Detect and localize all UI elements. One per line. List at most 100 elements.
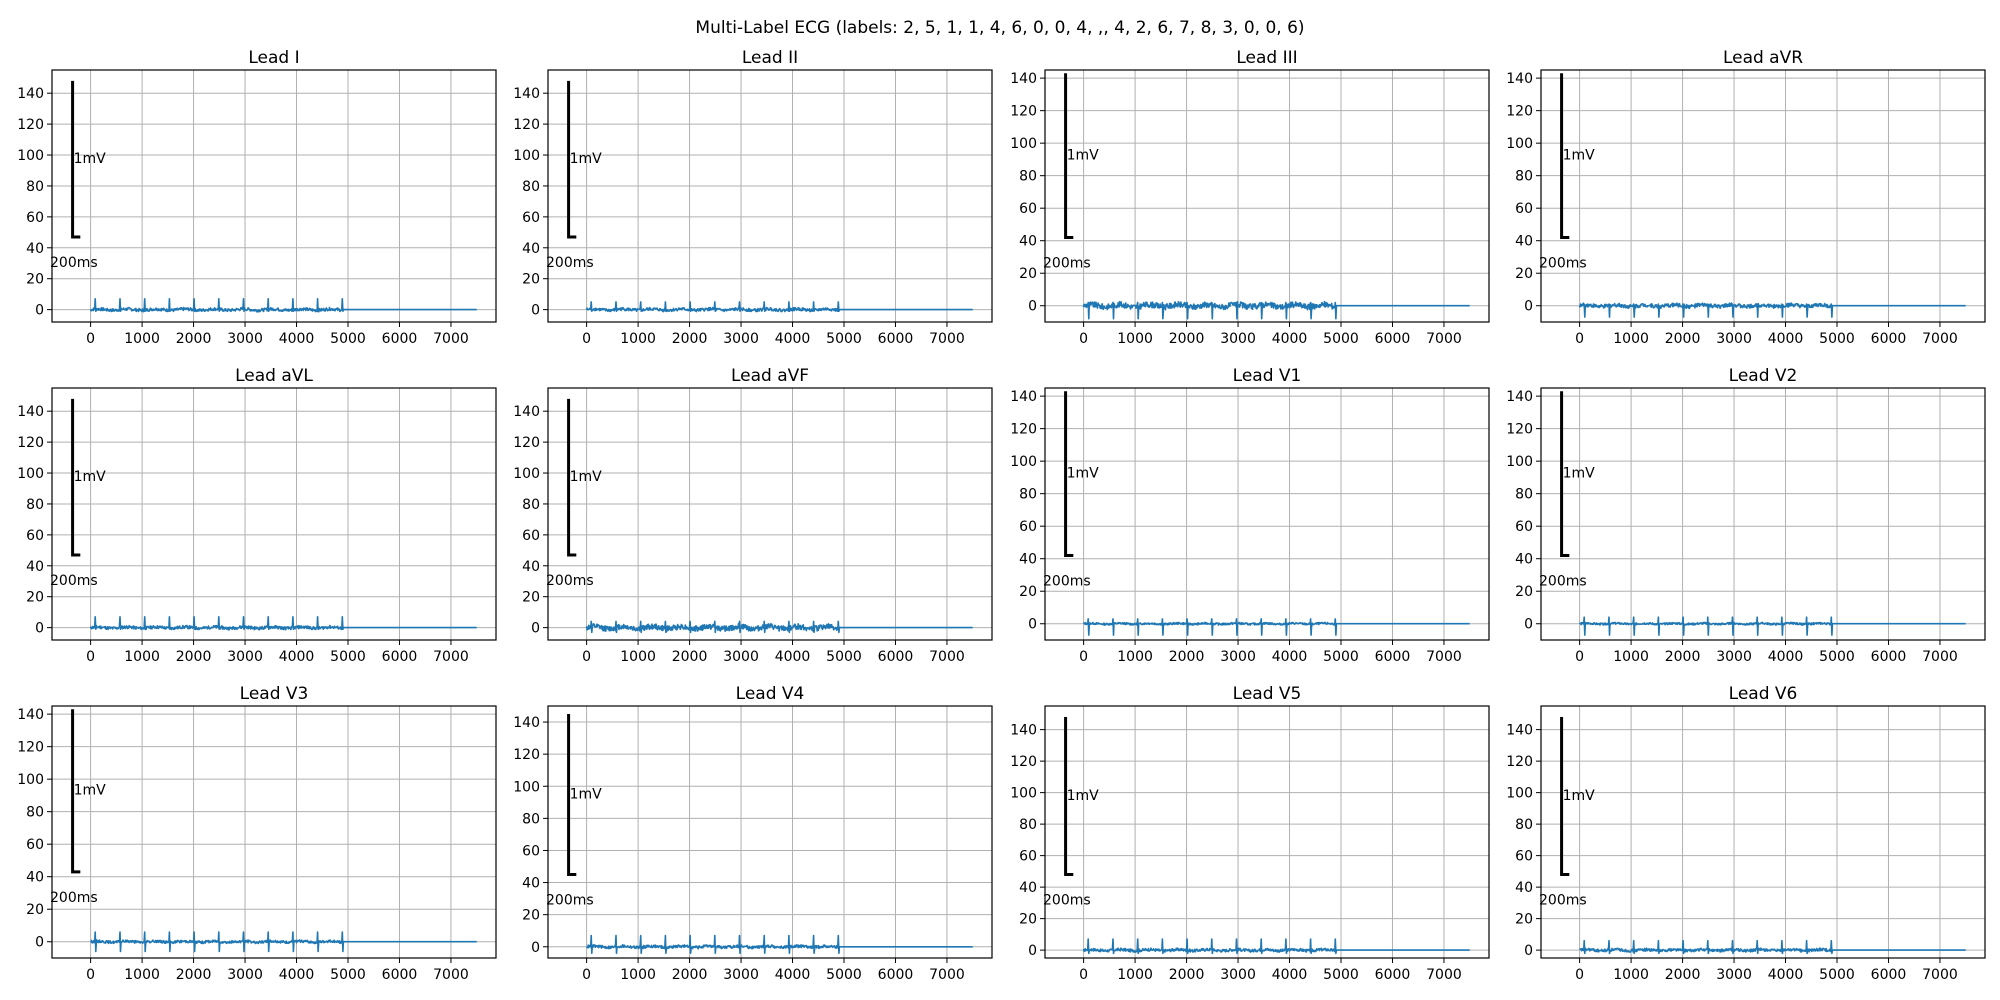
calibration-time-label: 200ms — [1539, 893, 1587, 909]
ecg-trace — [1579, 939, 1966, 955]
ecg-trace — [585, 620, 974, 634]
y-tick-label: 60 — [1019, 849, 1037, 865]
lead-panel: Lead V6 0 1000 2000 3000 4000 5000 6000 7000 0 20 4… — [1506, 684, 1986, 983]
y-tick-label: 100 — [513, 148, 540, 164]
x-tick-label: 5000 — [330, 967, 366, 983]
y-tick-label: 60 — [522, 843, 540, 859]
y-tick-label: 140 — [513, 404, 540, 420]
y-tick-label: 0 — [35, 935, 44, 951]
plot-frame — [1540, 705, 1986, 959]
x-tick-label: 6000 — [878, 649, 914, 665]
x-tick-label: 4000 — [1768, 967, 1804, 983]
y-tick-label: 0 — [1524, 299, 1533, 315]
lead-panel: Lead aVR 0 1000 2000 3000 4000 5000 6000 7000 0 20… — [1506, 48, 1986, 347]
ecg-trace — [89, 615, 478, 631]
figure-title: Multi-Label ECG (labels: 2, 5, 1, 1, 4, … — [695, 18, 1304, 38]
panel-title: Lead aVF — [731, 366, 809, 386]
x-tick-label: 1000 — [124, 967, 160, 983]
ecg-trace — [1578, 616, 1966, 636]
x-tick-label: 2000 — [1169, 331, 1205, 347]
ecg-trace — [1578, 302, 1966, 318]
y-tick-label: 140 — [1506, 71, 1533, 87]
x-tick-label: 5000 — [1819, 331, 1855, 347]
calibration-time-label: 200ms — [1539, 255, 1587, 271]
calibration-marker — [1064, 717, 1074, 877]
y-tick-label: 100 — [513, 779, 540, 795]
x-tick-label: 1000 — [1117, 649, 1153, 665]
calibration-voltage-label: 1mV — [1067, 465, 1100, 481]
calibration-marker — [567, 714, 577, 877]
x-tick-label: 1000 — [1117, 331, 1153, 347]
x-tick-label: 0 — [582, 331, 591, 347]
y-tick-label: 20 — [1019, 266, 1037, 282]
y-tick-label: 0 — [1524, 943, 1533, 959]
x-tick-label: 2000 — [176, 649, 212, 665]
calibration-time-label: 200ms — [50, 573, 98, 589]
y-tick-label: 120 — [17, 117, 44, 133]
x-tick-label: 2000 — [1169, 967, 1205, 983]
x-tick-label: 7000 — [929, 649, 965, 665]
calibration-time-label: 200ms — [1043, 255, 1091, 271]
x-tick-label: 7000 — [1426, 331, 1462, 347]
y-tick-label: 100 — [513, 466, 540, 482]
x-tick-label: 7000 — [1426, 649, 1462, 665]
calibration-voltage-label: 1mV — [1067, 147, 1100, 163]
x-tick-label: 1000 — [620, 649, 656, 665]
y-tick-label: 80 — [1515, 487, 1533, 503]
y-tick-label: 80 — [522, 497, 540, 513]
calibration-time-label: 200ms — [1043, 893, 1091, 909]
x-tick-label: 5000 — [826, 331, 862, 347]
lead-panel: Lead V4 0 1000 2000 3000 4000 5000 6000 7000 0 20 4… — [513, 684, 993, 983]
panel-title: Lead V4 — [736, 684, 805, 704]
y-tick-label: 20 — [522, 590, 540, 606]
x-tick-label: 4000 — [279, 331, 315, 347]
x-tick-label: 6000 — [1375, 967, 1411, 983]
x-tick-label: 6000 — [878, 331, 914, 347]
calibration-voltage-label: 1mV — [1563, 147, 1596, 163]
x-tick-label: 5000 — [1323, 331, 1359, 347]
x-tick-label: 0 — [582, 649, 591, 665]
calibration-time-label: 200ms — [50, 255, 98, 271]
y-tick-label: 140 — [1506, 723, 1533, 739]
plot-frame — [1044, 387, 1490, 641]
y-tick-label: 20 — [522, 272, 540, 288]
x-tick-label: 0 — [1079, 649, 1088, 665]
calibration-time-label: 200ms — [546, 573, 594, 589]
lead-panels: Lead I0 1000 2000 3000 4000 5000 6000 700002040… — [17, 48, 1986, 983]
ecg-trace — [1082, 938, 1470, 955]
x-tick-label: 6000 — [1871, 649, 1907, 665]
y-tick-label: 20 — [26, 902, 44, 918]
y-tick-label: 20 — [1515, 912, 1533, 928]
x-tick-label: 4000 — [1768, 331, 1804, 347]
ecg-trace — [89, 297, 478, 313]
y-tick-label: 20 — [1019, 584, 1037, 600]
ecg-trace — [585, 301, 974, 313]
y-tick-label: 20 — [26, 272, 44, 288]
x-tick-label: 1000 — [124, 649, 160, 665]
y-tick-label: 80 — [1019, 817, 1037, 833]
y-tick-label: 40 — [26, 559, 44, 575]
y-tick-label: 100 — [1506, 136, 1533, 152]
y-tick-label: 60 — [26, 528, 44, 544]
y-tick-label: 20 — [26, 590, 44, 606]
panel-title: Lead III — [1236, 48, 1297, 68]
x-tick-label: 7000 — [1426, 967, 1462, 983]
x-tick-label: 4000 — [1768, 649, 1804, 665]
y-tick-label: 60 — [1515, 201, 1533, 217]
x-tick-label: 0 — [86, 649, 95, 665]
calibration-time-label: 200ms — [546, 255, 594, 271]
x-tick-label: 4000 — [279, 967, 315, 983]
panel-title: Lead I — [248, 48, 299, 68]
calibration-marker — [71, 80, 81, 239]
x-tick-label: 3000 — [227, 967, 263, 983]
calibration-voltage-label: 1mV — [570, 151, 603, 167]
y-tick-label: 100 — [17, 148, 44, 164]
x-tick-label: 3000 — [1220, 331, 1256, 347]
x-tick-label: 4000 — [775, 331, 811, 347]
y-tick-label: 140 — [1506, 389, 1533, 405]
y-tick-label: 0 — [35, 621, 44, 637]
calibration-voltage-label: 1mV — [74, 151, 107, 167]
y-tick-label: 20 — [522, 908, 540, 924]
y-tick-label: 60 — [26, 210, 44, 226]
calibration-time-label: 200ms — [50, 890, 98, 906]
